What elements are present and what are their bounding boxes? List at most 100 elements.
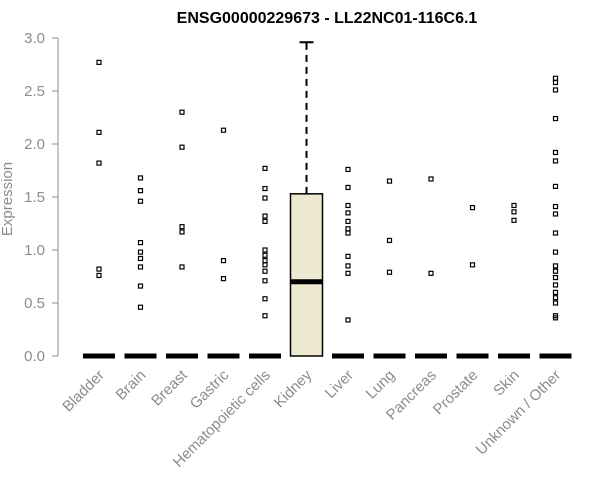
box-pancreas	[415, 176, 447, 359]
outlier-point	[262, 165, 268, 171]
outlier-point	[345, 253, 351, 259]
outlier-point	[469, 205, 476, 211]
outlier-point	[552, 87, 559, 93]
y-tick-label: 0.5	[24, 295, 45, 312]
x-tick-label: Bladder	[59, 367, 108, 416]
outlier-point	[137, 198, 144, 204]
outlier-point	[137, 249, 144, 255]
outlier-point	[262, 278, 268, 284]
outlier-point	[345, 263, 351, 269]
y-tick-label: 3.0	[24, 30, 45, 47]
outlier-point	[262, 218, 268, 224]
outlier-point	[137, 283, 144, 289]
y-tick-label: 2.0	[24, 136, 45, 153]
outlier-point	[262, 258, 268, 264]
outlier-point	[262, 252, 268, 258]
box-breast	[166, 109, 198, 359]
outlier-point	[96, 160, 102, 166]
outlier-point	[262, 195, 268, 201]
outlier-point	[552, 249, 559, 255]
outlier-point	[469, 262, 476, 268]
outlier-point	[179, 264, 185, 270]
outlier-point	[511, 217, 517, 223]
outlier-point	[220, 127, 227, 133]
outlier-point	[386, 237, 393, 244]
outlier-point	[552, 289, 559, 295]
outlier-point	[262, 313, 268, 319]
outlier-point	[552, 158, 559, 164]
y-axis: 0.0 0.5 1.0 1.5 2.0 2.5 3.0	[24, 30, 59, 365]
x-tick-label: Breast	[148, 366, 191, 409]
x-tick-label: Kidney	[271, 366, 316, 411]
outlier-point	[511, 202, 517, 209]
outlier-point	[179, 144, 185, 150]
y-tick-label: 1.0	[24, 242, 45, 259]
outlier-point	[345, 166, 351, 173]
y-axis-label: Expression	[0, 162, 16, 236]
outlier-point	[345, 226, 351, 232]
outlier-point	[262, 247, 268, 253]
box-skin	[498, 202, 530, 359]
outlier-point	[137, 255, 144, 262]
box-hematopoietic-cells	[249, 165, 281, 359]
box-brain	[124, 175, 157, 359]
box-unknown-other	[539, 75, 572, 359]
outlier-point	[345, 202, 351, 209]
outlier-point	[96, 266, 102, 272]
outlier-point	[179, 224, 185, 230]
box-gastric	[207, 127, 240, 359]
outlier-point	[262, 262, 268, 268]
y-tick-label: 1.5	[24, 189, 45, 206]
outlier-point	[96, 129, 102, 135]
outlier-point	[552, 274, 559, 281]
outlier-point	[428, 270, 434, 276]
outlier-point	[137, 188, 144, 194]
outlier-point	[262, 213, 268, 219]
outlier-point	[511, 209, 517, 215]
outlier-point	[345, 230, 351, 236]
outlier-point	[137, 264, 144, 270]
outlier-point	[552, 300, 559, 306]
outlier-point	[262, 296, 268, 302]
outlier-point	[428, 176, 434, 182]
outlier-point	[179, 109, 185, 115]
outlier-point	[262, 268, 268, 274]
outlier-point	[137, 304, 144, 310]
outlier-point	[137, 175, 144, 181]
outlier-point	[552, 211, 559, 217]
box-lung	[373, 178, 406, 359]
chart-title: ENSG00000229673 - LL22NC01-116C6.1	[177, 10, 478, 27]
outlier-point	[552, 282, 559, 288]
outlier-point	[262, 185, 268, 192]
box-bladder	[83, 59, 115, 359]
outlier-point	[552, 263, 559, 269]
outlier-point	[386, 178, 393, 184]
box-series	[83, 41, 572, 359]
x-tick-label: Liver	[322, 367, 357, 402]
box-kidney	[289, 41, 324, 357]
outlier-point	[137, 239, 144, 246]
outlier-point	[552, 230, 559, 236]
outlier-point	[220, 258, 227, 264]
x-tick-label: Lung	[363, 367, 399, 403]
outlier-point	[552, 268, 559, 274]
y-tick-label: 0.0	[24, 348, 45, 365]
outlier-point	[96, 59, 102, 65]
outlier-point	[179, 229, 185, 235]
outlier-point	[345, 184, 351, 191]
outlier-point	[552, 75, 559, 81]
x-tick-label: Prostate	[430, 367, 482, 419]
outlier-point	[220, 276, 227, 282]
outlier-point	[552, 203, 559, 210]
iqr-box	[289, 193, 324, 357]
outlier-point	[96, 272, 102, 279]
outlier-point	[552, 79, 559, 86]
outlier-point	[552, 183, 559, 189]
outlier-point	[345, 270, 351, 276]
y-tick-label: 2.5	[24, 83, 45, 100]
outlier-point	[552, 315, 559, 321]
outlier-point	[345, 218, 351, 224]
outlier-point	[552, 115, 559, 122]
box-liver	[332, 166, 364, 359]
